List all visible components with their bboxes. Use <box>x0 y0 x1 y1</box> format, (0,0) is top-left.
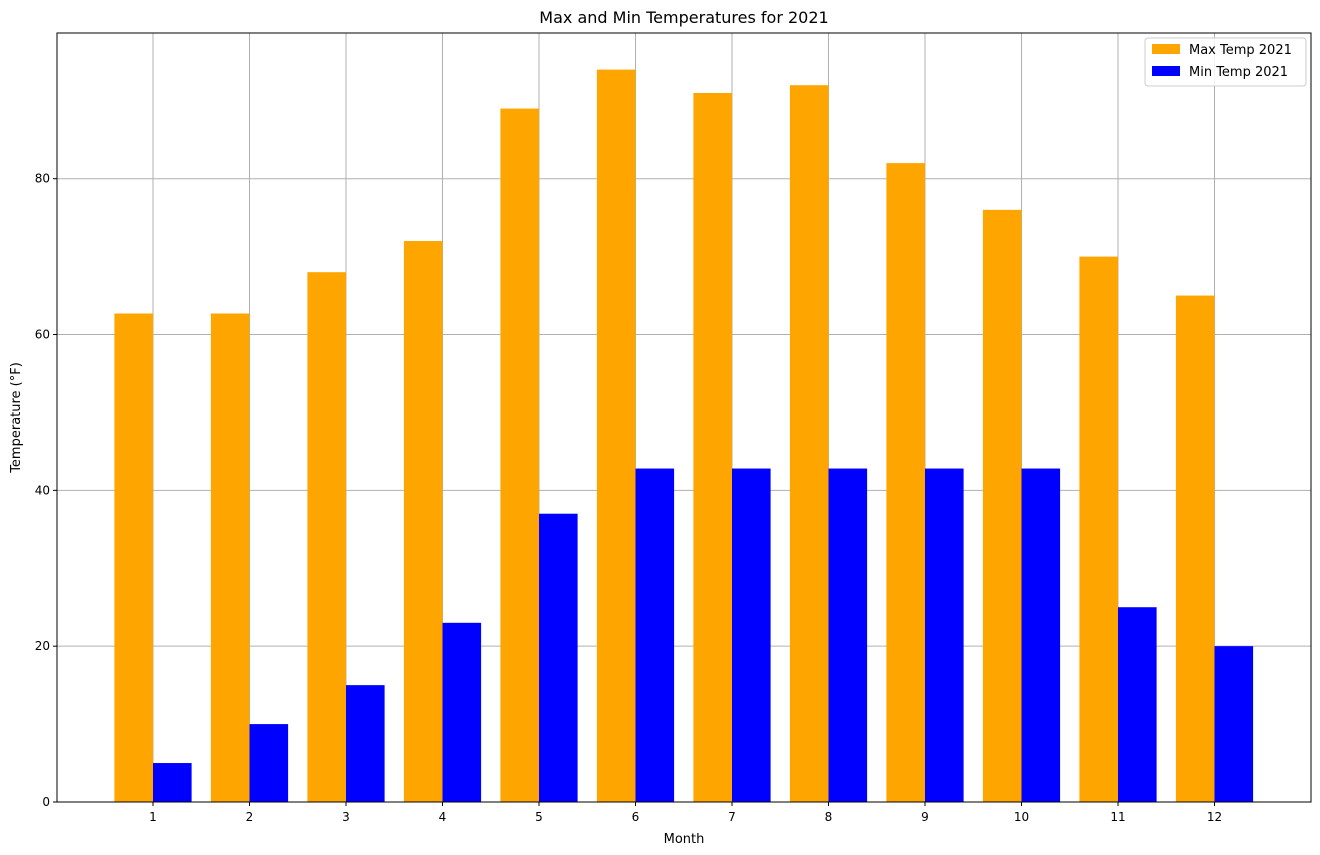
bar-max-temp <box>114 313 153 802</box>
bar-max-temp <box>789 85 829 803</box>
bars <box>114 69 1254 803</box>
x-tick-label: 3 <box>342 810 350 824</box>
bar-min-temp <box>153 763 192 802</box>
x-tick-label: 11 <box>1110 810 1125 824</box>
bar-max-temp <box>693 92 732 802</box>
bar-max-temp <box>1079 256 1118 802</box>
y-tick-label: 20 <box>35 639 50 653</box>
bar-max-temp <box>886 163 925 802</box>
x-tick-label: 7 <box>728 810 736 824</box>
legend: Max Temp 2021 Min Temp 2021 <box>1144 37 1307 87</box>
y-tick-label: 0 <box>42 795 50 809</box>
legend-box <box>1144 37 1307 87</box>
x-tick-label: 9 <box>921 810 929 824</box>
x-tick-label: 4 <box>439 810 447 824</box>
y-tick-label: 80 <box>35 172 50 186</box>
x-tick-label: 10 <box>1014 810 1029 824</box>
bar-max-temp <box>596 69 636 803</box>
bar-min-temp <box>346 685 385 802</box>
bar-min-temp <box>925 468 964 802</box>
y-tick-label: 40 <box>35 483 50 497</box>
x-tick-label: 1 <box>149 810 157 824</box>
plot-area <box>56 32 1312 803</box>
x-axis-label: Month <box>664 832 705 847</box>
legend-label-min: Min Temp 2021 <box>1189 65 1288 80</box>
bar-min-temp <box>539 513 578 802</box>
bar-min-temp <box>1118 607 1157 802</box>
bar-max-temp <box>307 272 346 802</box>
x-tick-label: 8 <box>825 810 833 824</box>
x-tick-label: 5 <box>535 810 543 824</box>
legend-label-max: Max Temp 2021 <box>1189 43 1292 58</box>
x-tick-label: 2 <box>246 810 254 824</box>
bar-min-temp <box>249 724 289 802</box>
chart-title: Max and Min Temperatures for 2021 <box>539 8 828 27</box>
bar-min-temp <box>1214 646 1254 802</box>
bar-max-temp <box>500 108 539 802</box>
y-tick-label: 60 <box>35 328 50 342</box>
bar-max-temp <box>982 209 1022 803</box>
x-tick-label: 6 <box>632 810 640 824</box>
bar-min-temp <box>732 468 771 802</box>
legend-swatch-min <box>1152 66 1180 76</box>
x-tick-label: 12 <box>1207 810 1222 824</box>
bar-min-temp <box>828 468 868 802</box>
y-axis-label: Temperature (°F) <box>9 362 24 474</box>
bar-min-temp <box>635 468 675 802</box>
bar-max-temp <box>210 313 250 802</box>
bar-min-temp <box>442 622 482 802</box>
bar-max-temp <box>1175 295 1215 802</box>
legend-swatch-max <box>1152 44 1180 54</box>
bar-max-temp <box>403 241 443 803</box>
bar-min-temp <box>1021 468 1061 802</box>
